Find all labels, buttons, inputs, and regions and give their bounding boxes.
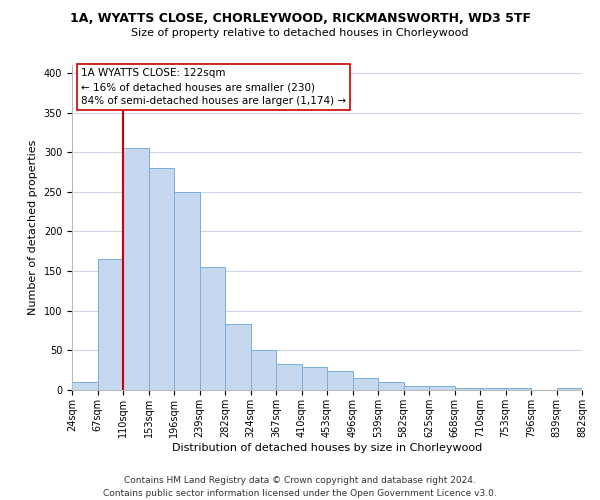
Bar (302, 367, 327, 390)
Bar (199, 267, 225, 390)
Bar (353, 378, 378, 390)
Bar (97, 259, 123, 390)
Bar (378, 382, 404, 390)
Bar (225, 324, 251, 390)
Bar (557, 388, 582, 390)
Text: Contains HM Land Registry data © Crown copyright and database right 2024.
Contai: Contains HM Land Registry data © Crown c… (103, 476, 497, 498)
Y-axis label: Number of detached properties: Number of detached properties (28, 140, 38, 315)
Bar (123, 148, 149, 390)
Bar (251, 350, 276, 390)
Bar (480, 388, 505, 390)
Bar (276, 364, 302, 390)
Bar (327, 371, 353, 390)
Bar (72, 382, 97, 390)
Bar (505, 388, 531, 390)
Bar (149, 168, 174, 390)
Bar (174, 192, 199, 390)
Bar (455, 388, 480, 390)
Text: 1A WYATTS CLOSE: 122sqm
← 16% of detached houses are smaller (230)
84% of semi-d: 1A WYATTS CLOSE: 122sqm ← 16% of detache… (81, 68, 346, 106)
X-axis label: Distribution of detached houses by size in Chorleywood: Distribution of detached houses by size … (172, 442, 482, 452)
Bar (429, 386, 455, 390)
Bar (404, 386, 429, 390)
Text: 1A, WYATTS CLOSE, CHORLEYWOOD, RICKMANSWORTH, WD3 5TF: 1A, WYATTS CLOSE, CHORLEYWOOD, RICKMANSW… (70, 12, 530, 26)
Text: Size of property relative to detached houses in Chorleywood: Size of property relative to detached ho… (131, 28, 469, 38)
